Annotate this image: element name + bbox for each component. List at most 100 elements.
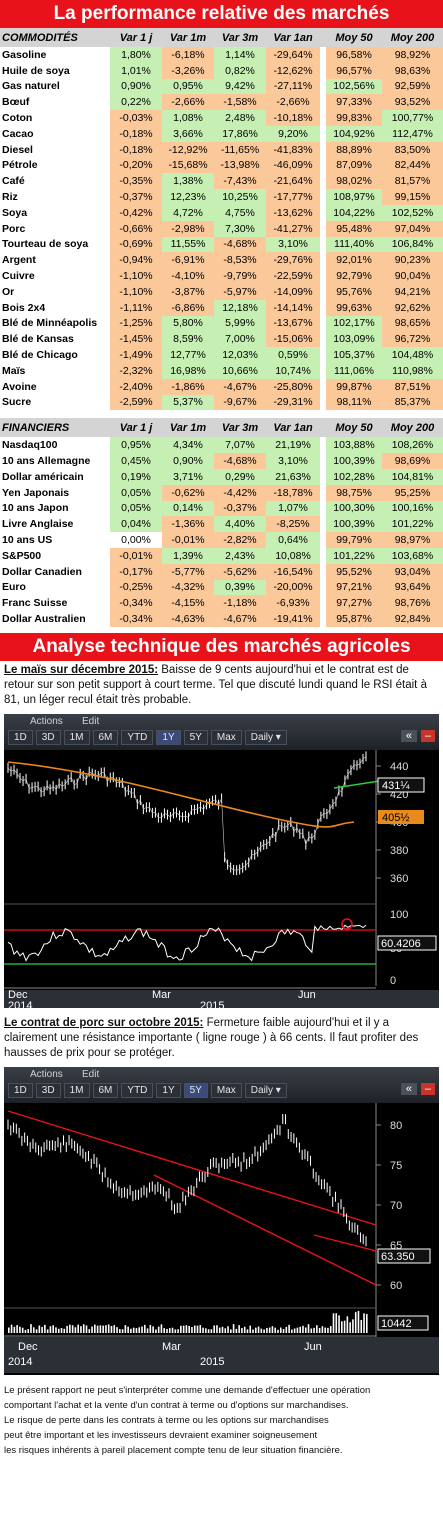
year-label: 2014 [8,1356,32,1368]
cell-value: 16,98% [162,362,214,379]
cell-value: 10,08% [266,547,320,564]
timeframe-tab[interactable]: 1M [63,729,90,745]
volume-bar [16,1325,18,1333]
cell-value: 0,39% [214,579,266,596]
cell-value: -4,42% [214,484,266,501]
column-gap [320,28,326,47]
timeframe-tab[interactable]: YTD [121,1082,154,1098]
y-tick-label: 80 [390,1120,402,1132]
volume-bar [227,1326,229,1333]
corn-commentary: Le maïs sur décembre 2015: Baisse de 9 c… [0,661,443,708]
y-tick-label: 60 [390,1280,402,1292]
close-icon[interactable]: – [420,729,435,742]
column-header: COMMODITÉS [0,28,110,47]
timeframe-tab[interactable]: 1D [8,729,33,745]
table-row: Dollar américain 0,19% 3,71% 0,29% 21,63% 102… [0,468,443,485]
cell-value: 5,99% [214,315,266,332]
collapse-icon[interactable]: « [400,1082,417,1095]
column-gap [320,299,326,316]
timeframe-tab[interactable]: 5Y [183,1082,208,1098]
column-header: Var 1m [162,28,214,47]
last-price-label: 431¼ [382,780,410,792]
cell-value: 95,48% [326,220,382,237]
cell-value: -41,27% [266,220,320,237]
timeframe-tab[interactable]: 1M [63,1082,90,1098]
column-gap [320,437,326,454]
table-row: Coton -0,03% 1,08% 2,48% -10,18% 99,83% 100,77… [0,110,443,126]
commodities-table: COMMODITÉS Var 1 j Var 1m Var 3m Var 1an Moy … [0,28,443,411]
cell-value: -1,58% [214,94,266,111]
column-gap [320,468,326,485]
timeframe-tab[interactable]: 1Y [156,729,181,745]
column-gap [320,378,326,395]
column-header: Var 1an [266,28,320,47]
cell-value: 97,33% [326,94,382,111]
actions-menu[interactable]: Actions [30,715,63,727]
volume-bar [257,1326,260,1333]
timeframe-tab[interactable]: 1Y [156,1082,181,1098]
last-price-label: 63.350 [381,1251,415,1263]
cell-value: 12,77% [162,347,214,363]
actions-menu[interactable]: Actions [30,1068,63,1080]
cell-value: 0,95% [162,78,214,95]
cell-value: 90,23% [382,252,443,269]
cell-value: 2,48% [214,110,266,126]
volume-bar [85,1325,88,1333]
volume-bar [21,1327,24,1333]
timeframe-tab[interactable]: 1D [8,1082,33,1098]
cell-value: 97,04% [382,220,443,237]
cell-value: 0,29% [214,468,266,485]
volume-bar [35,1329,38,1333]
timeframe-tab[interactable]: 3D [35,1082,61,1098]
volume-bar [263,1329,265,1333]
volume-bar [254,1327,257,1333]
volume-bar [327,1327,329,1333]
timeframe-tab[interactable]: Max [210,1082,242,1098]
timeframe-tab[interactable]: 6M [92,1082,119,1098]
timeframe-tab[interactable]: 5Y [183,729,208,745]
cell-value: -2,32% [110,362,162,379]
cell-value: -13,98% [214,157,266,174]
corn-heading: Le maïs sur décembre 2015: [4,663,159,676]
timeframe-tab[interactable]: 6M [92,729,119,745]
collapse-icon[interactable]: « [400,729,417,742]
cell-value: 10,25% [214,189,266,205]
row-label: Avoine [0,378,110,395]
edit-menu[interactable]: Edit [82,715,100,727]
timeframe-tab[interactable]: 3D [35,729,61,745]
volume-bar [155,1329,157,1333]
close-icon[interactable]: – [420,1082,435,1095]
row-label: Sucre [0,394,110,411]
row-label: Nasdaq100 [0,437,110,454]
timeframe-tab[interactable]: Daily ▾ [244,729,287,745]
volume-bar [282,1328,285,1333]
year-label: 2015 [200,1000,224,1008]
cell-value: 94,21% [382,283,443,300]
row-label: Livre Anglaise [0,516,110,533]
volume-bar [66,1325,68,1333]
chart-bg [4,749,439,1008]
timeframe-tab[interactable]: YTD [121,729,154,745]
volume-bar [105,1325,107,1333]
timeframe-tab[interactable]: Daily ▾ [244,1082,287,1098]
column-header: Var 1 j [110,28,162,47]
edit-menu[interactable]: Edit [82,1068,100,1080]
row-label: Coton [0,110,110,126]
column-gap [320,418,326,438]
cell-value: -2,98% [162,220,214,237]
cell-value: 0,19% [110,468,162,485]
cell-value: 0,64% [266,532,320,548]
row-label: Bois 2x4 [0,299,110,316]
cell-value: -9,79% [214,268,266,284]
cell-value: -0,35% [110,173,162,190]
cell-value: 5,80% [162,315,214,332]
cell-value: 0,05% [110,484,162,501]
cell-value: 82,44% [382,157,443,174]
last-price-tag [377,777,425,793]
cell-value: 100,39% [326,516,382,533]
cell-value: 100,16% [382,500,443,517]
cell-value: -13,62% [266,204,320,221]
timeframe-tab[interactable]: Max [210,729,242,745]
cell-value: 102,56% [326,78,382,95]
table-row: Blé de Chicago -1,49% 12,77% 12,03% 0,59% 105… [0,347,443,363]
